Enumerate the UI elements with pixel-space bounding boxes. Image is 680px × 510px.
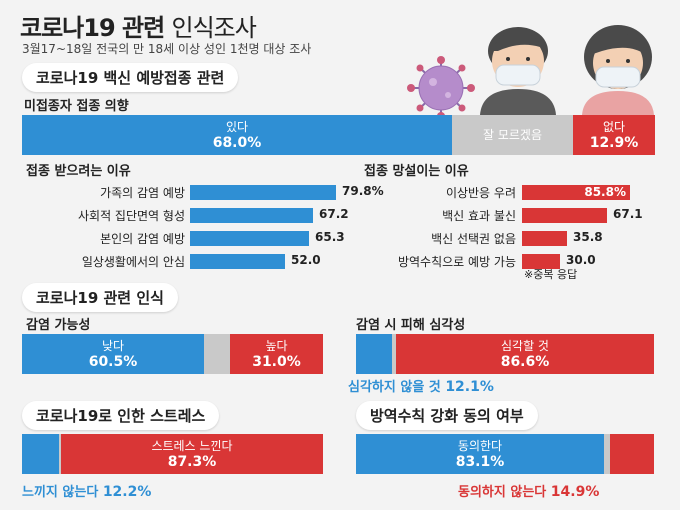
stacked-segment: 없다 12.9% xyxy=(573,115,655,155)
segment-value: 60.5% xyxy=(88,354,138,370)
masked-people-icon xyxy=(480,25,654,115)
quarantine-section-heading: 방역수칙 강화 동의 여부 xyxy=(356,401,538,430)
segment-label: 동의하지 않는다 xyxy=(458,485,551,500)
outside-segment-label: 심각하지 않을 것 12.1% xyxy=(348,376,494,395)
segment-value: 68.0% xyxy=(212,135,262,151)
page-subtitle: 3월17~18일 전국의 만 18세 이상 성인 1천명 대상 조사 xyxy=(22,42,312,56)
stacked-segment xyxy=(356,334,392,374)
bar-value-label: 65.3 xyxy=(315,230,345,244)
stacked-segment xyxy=(22,434,59,474)
bar-category-label: 가족의 감염 예방 xyxy=(100,186,185,200)
severity-heading: 감염 시 피해 심각성 xyxy=(356,318,466,333)
segment-value: 83.1% xyxy=(455,454,505,470)
segment-value: 14.9% xyxy=(550,484,600,500)
bar-value-label: 35.8 xyxy=(573,230,603,244)
intent-heading: 미접종자 접종 의향 xyxy=(24,99,129,114)
reasons-yes-heading: 접종 받으려는 이유 xyxy=(26,164,131,179)
segment-label: 스트레스 느낀다 xyxy=(151,439,233,453)
segment-label: 느끼지 않는다 xyxy=(22,485,103,500)
bar xyxy=(190,254,285,269)
perception-section-heading: 코로나19 관련 인식 xyxy=(22,283,178,312)
stacked-segment: 동의한다 83.1% xyxy=(356,434,604,474)
title-light: 인식조사 xyxy=(171,14,257,42)
bar: 85.8% xyxy=(522,185,630,200)
outside-segment-label: 느끼지 않는다 12.2% xyxy=(22,481,151,500)
bar xyxy=(190,231,309,246)
segment-value: 12.9% xyxy=(589,135,639,151)
stacked-segment xyxy=(610,434,654,474)
infection-heading: 감염 가능성 xyxy=(26,318,91,333)
bar xyxy=(190,208,313,223)
segment-value: 12.1% xyxy=(445,379,494,395)
reasons-no-heading: 접종 망설이는 이유 xyxy=(364,164,469,179)
segment-label: 동의한다 xyxy=(457,439,503,453)
bar-value-label: 85.8% xyxy=(584,185,626,199)
stacked-segment xyxy=(392,334,396,374)
bar xyxy=(522,208,607,223)
stacked-segment: 있다 68.0% xyxy=(22,115,452,155)
bar-category-label: 백신 효과 불신 xyxy=(442,209,516,223)
segment-label: 있다 xyxy=(225,120,249,134)
vaccine-section-heading: 코로나19 백신 예방접종 관련 xyxy=(22,63,239,92)
segment-label: 없다 xyxy=(602,120,626,134)
segment-label: 높다 xyxy=(265,339,288,353)
footnote: ※중복 응답 xyxy=(524,268,578,281)
stress-section-heading: 코로나19로 인한 스트레스 xyxy=(22,401,220,430)
bar-category-label: 방역수칙으로 예방 가능 xyxy=(397,255,516,269)
bar-value-label: 52.0 xyxy=(291,253,321,267)
bar-value-label: 79.8% xyxy=(342,184,384,198)
bar-value-label: 67.2 xyxy=(319,207,349,221)
segment-value: 87.3% xyxy=(167,454,217,470)
stacked-segment xyxy=(204,334,230,374)
stacked-segment: 스트레스 느낀다 87.3% xyxy=(61,434,323,474)
segment-value: 86.6% xyxy=(500,354,550,370)
segment-label: 낮다 xyxy=(101,339,125,353)
bar-category-label: 사회적 집단면역 형성 xyxy=(78,209,185,223)
stacked-segment xyxy=(59,434,61,474)
stacked-segment: 잘 모르겠음 xyxy=(452,115,573,155)
segment-label: 심각할 것 xyxy=(501,339,549,353)
segment-label: 잘 모르겠음 xyxy=(482,128,542,142)
stacked-segment: 높다 31.0% xyxy=(230,334,323,374)
bar-value-label: 30.0 xyxy=(566,253,596,267)
stacked-segment xyxy=(604,434,610,474)
bar-category-label: 백신 선택권 없음 xyxy=(431,232,516,246)
bar-category-label: 본인의 감염 예방 xyxy=(100,232,185,246)
title-bold: 코로나19 관련 xyxy=(20,14,165,42)
bar xyxy=(190,185,336,200)
bar xyxy=(522,231,567,246)
segment-label: 심각하지 않을 것 xyxy=(348,380,446,395)
bar xyxy=(522,254,560,269)
stacked-segment: 심각할 것 86.6% xyxy=(396,334,654,374)
segment-value: 12.2% xyxy=(102,484,152,500)
bar-value-label: 67.1 xyxy=(613,207,643,221)
segment-value: 31.0% xyxy=(252,354,301,370)
stacked-segment: 낮다 60.5% xyxy=(22,334,204,374)
outside-segment-label: 동의하지 않는다 14.9% xyxy=(458,481,599,500)
bar-category-label: 일상생활에서의 안심 xyxy=(81,255,185,269)
bar-category-label: 이상반응 우려 xyxy=(445,186,516,200)
page-title: 코로나19 관련 인식조사 xyxy=(20,8,257,43)
